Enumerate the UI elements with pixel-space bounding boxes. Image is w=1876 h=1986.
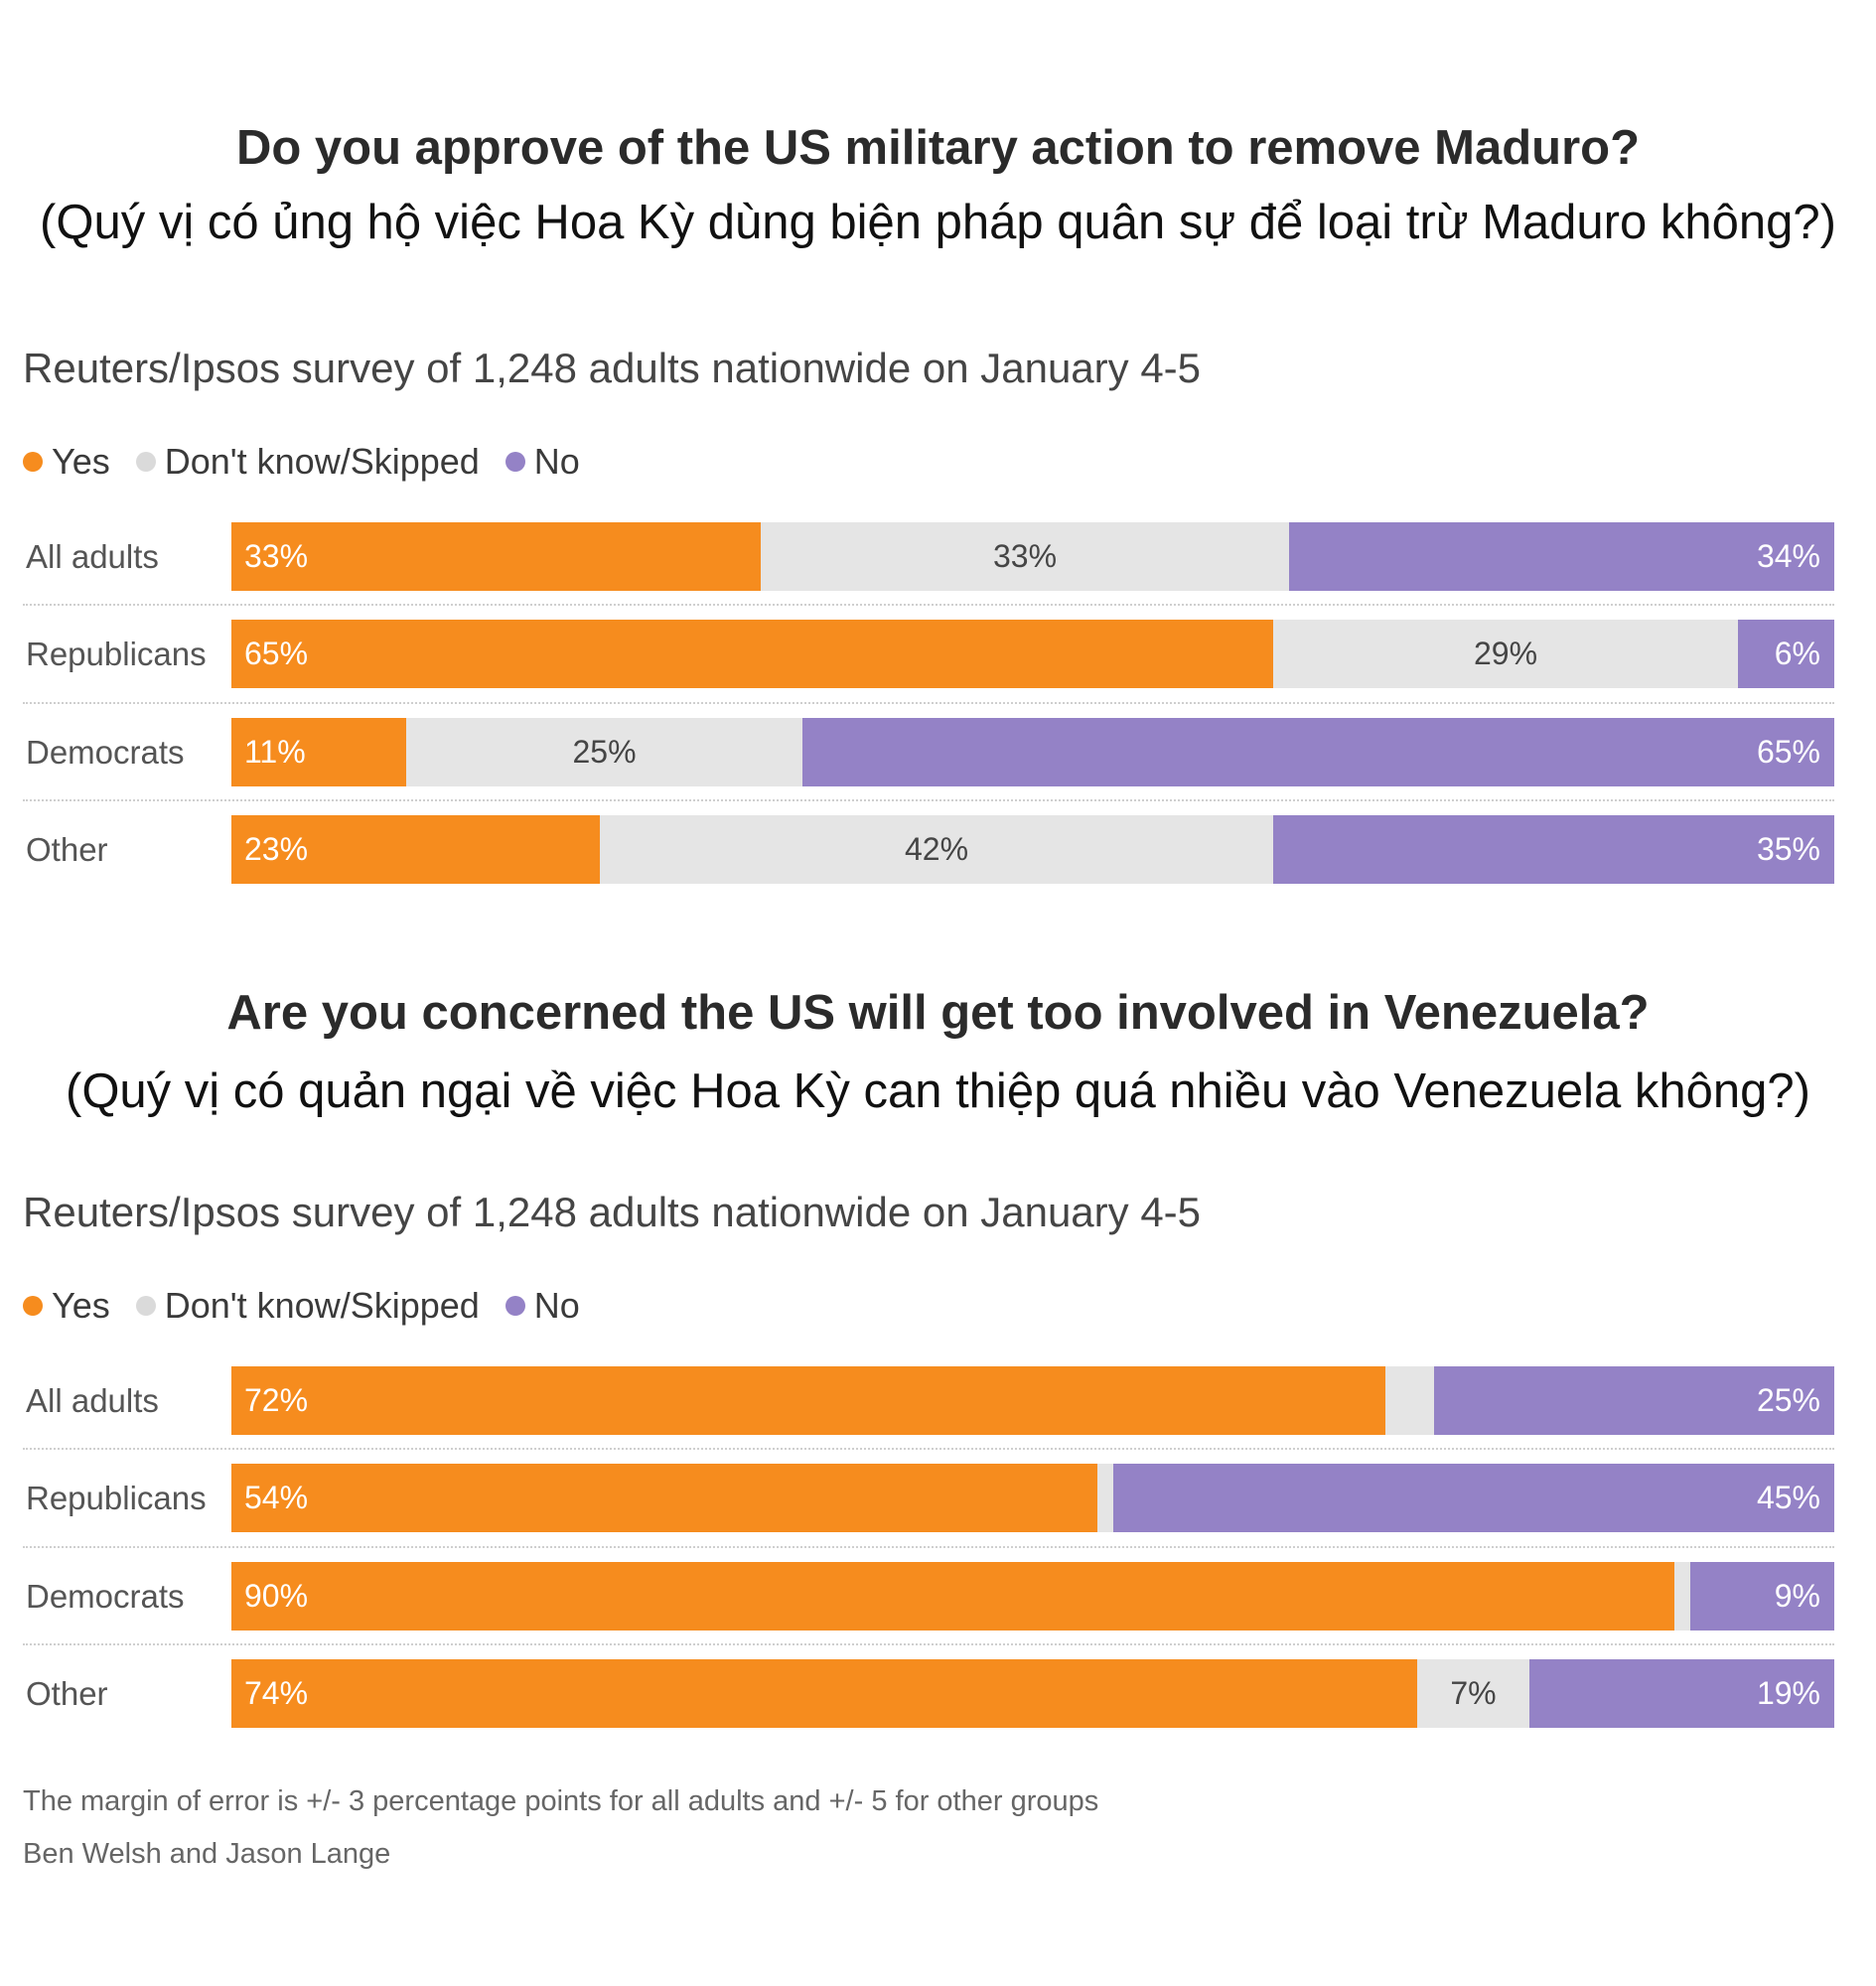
category-label-republicans: Republicans [26,636,207,672]
legend-dot-yes [23,1296,43,1316]
data-label-other-yes: 23% [244,831,309,867]
data-label-all-adults-yes: 72% [244,1382,309,1418]
bar-segment-all-adults-no: 25% [1434,1366,1834,1435]
bar-all-adults: 72% 25% [231,1366,1834,1435]
data-label-all-adults-don-t-know-skipped: 33% [992,538,1058,574]
chart-title: Are you concerned the US will get too in… [226,986,1650,1040]
stacked-bar-plot: All adults 72% 25% Republicans 54% 45% Democra… [0,1366,1876,1744]
bar-segment-all-adults-no: 34% [1289,522,1834,591]
bar-segment-democrats-no: 65% [802,718,1834,786]
bar-segment-democrats-don-t-know-skipped [1674,1562,1690,1631]
bar-democrats: 11% 25% 65% [231,718,1834,786]
legend: Yes Don't know/Skipped No [23,1284,606,1328]
chart-subtitle-vietnamese: (Quý vị có ủng hộ việc Hoa Kỳ dùng biện … [40,196,1836,249]
bar-segment-democrats-no: 9% [1690,1562,1834,1631]
legend-dot-dont-know [135,1296,156,1316]
data-label-republicans-yes: 65% [244,636,309,671]
data-label-all-adults-no: 34% [1756,538,1820,574]
bar-segment-republicans-don-t-know-skipped: 29% [1273,620,1738,688]
survey-source: Reuters/Ipsos survey of 1,248 adults nat… [23,1189,1202,1235]
legend-label-no: No [533,441,580,482]
bar-segment-republicans-no: 6% [1738,620,1834,688]
bar-segment-all-adults-yes: 72% [231,1366,1385,1435]
bar-segment-other-no: 35% [1273,815,1834,884]
legend: Yes Don't know/Skipped No [23,440,606,484]
data-label-republicans-no: 6% [1774,636,1820,671]
row-separator [23,799,1834,801]
legend-label-yes: Yes [52,1285,110,1326]
legend-label-yes: Yes [52,441,110,482]
legend-item-no: No [505,1284,580,1328]
bar-republicans: 65% 29% 6% [231,620,1834,688]
bar-other: 74% 7% 19% [231,1659,1834,1728]
data-label-other-don-t-know-skipped: 42% [904,831,969,867]
category-label-other: Other [26,831,108,868]
row-separator [23,1643,1834,1645]
category-label-republicans: Republicans [26,1480,207,1516]
bar-other: 23% 42% 35% [231,815,1834,884]
bar-segment-other-don-t-know-skipped: 42% [600,815,1273,884]
survey-source: Reuters/Ipsos survey of 1,248 adults nat… [23,345,1202,391]
data-label-republicans-no: 45% [1756,1480,1820,1515]
row-separator [23,702,1834,704]
legend-label-dont-know: Don't know/Skipped [164,1285,480,1326]
legend-dot-yes [23,452,43,472]
bar-segment-republicans-no: 45% [1113,1464,1834,1532]
data-label-democrats-no: 9% [1774,1578,1820,1614]
legend-item-yes: Yes [23,1284,110,1328]
legend-item-dont-know: Don't know/Skipped [135,1284,480,1328]
legend-item-dont-know: Don't know/Skipped [135,440,480,484]
bar-segment-other-yes: 74% [231,1659,1417,1728]
data-label-all-adults-yes: 33% [244,538,309,574]
row-separator [23,1546,1834,1548]
bar-segment-republicans-don-t-know-skipped [1097,1464,1113,1532]
bar-segment-democrats-yes: 90% [231,1562,1674,1631]
data-label-all-adults-no: 25% [1756,1382,1820,1418]
legend-dot-no [505,1296,525,1316]
category-label-all-adults: All adults [26,1382,159,1419]
legend-dot-dont-know [135,452,156,472]
category-label-democrats: Democrats [26,1578,185,1615]
row-separator [23,1448,1834,1450]
category-label-democrats: Democrats [26,734,185,771]
legend-item-yes: Yes [23,440,110,484]
row-separator [23,604,1834,606]
data-label-democrats-yes: 11% [244,734,306,770]
category-label-all-adults: All adults [26,538,159,575]
legend-item-no: No [505,440,580,484]
legend-label-no: No [533,1285,580,1326]
data-label-other-no: 35% [1756,831,1820,867]
data-label-other-don-t-know-skipped: 7% [1450,1675,1497,1711]
bar-segment-republicans-yes: 65% [231,620,1273,688]
bar-segment-all-adults-don-t-know-skipped [1385,1366,1434,1435]
bar-segment-democrats-don-t-know-skipped: 25% [406,718,802,786]
margin-of-error-note: The margin of error is +/- 3 percentage … [23,1785,1099,1817]
bar-segment-all-adults-yes: 33% [231,522,761,591]
data-label-republicans-yes: 54% [244,1480,309,1515]
byline: Ben Welsh and Jason Lange [23,1838,391,1870]
bar-segment-other-yes: 23% [231,815,600,884]
data-label-democrats-no: 65% [1756,734,1820,770]
stacked-bar-plot: All adults 33% 33% 34% Republicans 65% 29% 6% De… [0,522,1876,900]
legend-dot-no [505,452,525,472]
data-label-democrats-don-t-know-skipped: 25% [572,734,637,770]
category-label-other: Other [26,1675,108,1712]
chart-title: Do you approve of the US military action… [235,121,1641,175]
bar-segment-republicans-yes: 54% [231,1464,1097,1532]
bar-republicans: 54% 45% [231,1464,1834,1532]
bar-all-adults: 33% 33% 34% [231,522,1834,591]
data-label-democrats-yes: 90% [244,1578,309,1614]
bar-segment-all-adults-don-t-know-skipped: 33% [761,522,1289,591]
data-label-other-yes: 74% [244,1675,309,1711]
bar-democrats: 90% 9% [231,1562,1834,1631]
data-label-other-no: 19% [1756,1675,1820,1711]
chart-subtitle-vietnamese: (Quý vị có quản ngại về việc Hoa Kỳ can … [66,1064,1810,1118]
bar-segment-other-don-t-know-skipped: 7% [1417,1659,1529,1728]
legend-label-dont-know: Don't know/Skipped [164,441,480,482]
bar-segment-other-no: 19% [1529,1659,1834,1728]
bar-segment-democrats-yes: 11% [231,718,406,786]
data-label-republicans-don-t-know-skipped: 29% [1473,636,1538,671]
